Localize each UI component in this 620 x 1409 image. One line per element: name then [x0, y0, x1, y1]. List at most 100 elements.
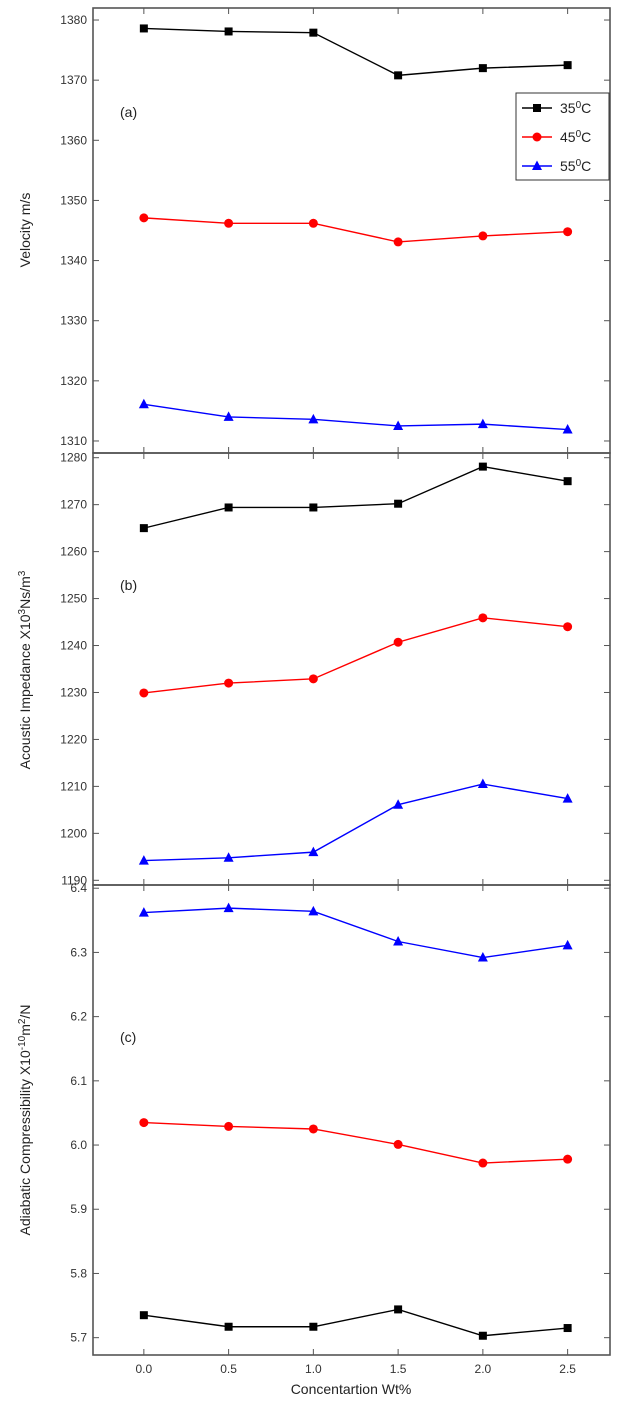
data-point — [224, 218, 234, 228]
series-35⁰C — [139, 24, 572, 80]
y-tick-label: 6.1 — [70, 1074, 87, 1088]
panel-a: 1310 1320 1330 1340 1350 1360 1370 1380 Velocity… — [17, 7, 611, 454]
y-tick-label: 1280 — [60, 451, 87, 465]
data-point — [562, 793, 573, 803]
y-tick-label: 5.8 — [70, 1266, 87, 1280]
data-point — [139, 213, 149, 223]
data-point — [139, 24, 148, 33]
y-tick-label: 1250 — [60, 592, 87, 606]
plot-frame — [92, 452, 611, 886]
data-point — [309, 1322, 318, 1331]
x-tick-label: 0.5 — [220, 1362, 237, 1376]
y-tick-label: 1380 — [60, 13, 87, 27]
y-tick-label: 1360 — [60, 133, 87, 147]
data-point — [308, 905, 319, 916]
y-tick-label: 1320 — [60, 374, 87, 388]
y-tick-label: 1260 — [60, 545, 87, 559]
data-point — [309, 28, 318, 37]
series-35⁰C — [139, 462, 572, 533]
data-point — [563, 61, 572, 70]
data-point — [393, 237, 403, 247]
y-tick-label: 6.3 — [70, 945, 87, 959]
legend-entry-55: 550C — [522, 158, 591, 175]
data-point — [477, 418, 488, 429]
data-point — [393, 1139, 403, 1149]
legend-label: 450C — [560, 129, 591, 146]
data-point — [394, 71, 403, 80]
y-tick-label: 1270 — [60, 498, 87, 512]
y-tick-label: 1350 — [60, 193, 87, 207]
data-point — [563, 1154, 573, 1164]
data-point — [393, 420, 404, 430]
panel-c: 5.7 5.8 5.9 6.0 6.1 6.2 6.3 6.4 Adiabatic Compre… — [17, 881, 611, 1356]
y-axis-title: Velocity m/s — [17, 193, 33, 268]
x-tick-label: 0.0 — [136, 1362, 153, 1376]
y-tick-label: 1210 — [60, 779, 87, 793]
data-point — [308, 413, 319, 424]
data-point — [309, 503, 318, 512]
data-point — [478, 1158, 488, 1168]
data-point — [393, 936, 404, 946]
data-point — [224, 678, 234, 688]
legend-label: 550C — [560, 158, 591, 175]
y-tick-label: 5.7 — [70, 1331, 87, 1345]
data-point — [224, 1322, 233, 1331]
series-line — [143, 217, 568, 243]
y-tick-label: 1330 — [60, 314, 87, 328]
y-tick-label: 1220 — [60, 732, 87, 746]
series-45⁰C — [139, 213, 573, 247]
series-45⁰C — [139, 613, 573, 698]
y-tick-label: 1230 — [60, 685, 87, 699]
data-point — [223, 902, 234, 913]
legend-entry-35: 350C — [522, 100, 591, 116]
data-point — [308, 674, 318, 684]
legend-marker — [533, 104, 541, 112]
series-line — [143, 27, 568, 77]
y-axis-title: Acoustic Impedance X103Ns/m3 — [17, 570, 34, 769]
x-tick-label: 2.5 — [559, 1362, 576, 1376]
data-point — [138, 907, 149, 917]
legend: 350C 450C 550C — [515, 92, 610, 181]
x-tick-label: 1.0 — [305, 1362, 322, 1376]
data-point — [224, 27, 233, 36]
series-55⁰C — [138, 902, 573, 962]
data-point — [478, 613, 488, 623]
y-tick-label: 6.2 — [70, 1010, 87, 1024]
y-tick-label: 1240 — [60, 639, 87, 653]
data-point — [308, 218, 318, 228]
plot-layer: 1310 1320 1330 1340 1350 1360 1370 1380 Velocity… — [17, 7, 611, 1376]
data-point — [563, 1324, 572, 1333]
series-55⁰C — [138, 778, 573, 865]
series-35⁰C — [139, 1305, 572, 1340]
data-point — [393, 637, 403, 647]
data-point — [562, 939, 573, 950]
x-tick-label: 1.5 — [390, 1362, 407, 1376]
data-point — [223, 852, 234, 862]
data-point — [478, 231, 488, 241]
y-tick-label: 1340 — [60, 254, 87, 268]
series-line — [143, 403, 568, 431]
series-line — [143, 907, 568, 959]
plot-frame — [92, 7, 611, 454]
x-tick-label: 2.0 — [475, 1362, 492, 1376]
data-point — [139, 524, 148, 533]
data-point — [477, 952, 488, 962]
data-point — [139, 1311, 148, 1320]
data-point — [563, 477, 572, 486]
y-tick-label: 5.9 — [70, 1202, 87, 1216]
data-point — [139, 688, 149, 698]
y-tick-label: 6.4 — [70, 881, 87, 895]
legend-marker — [532, 132, 542, 142]
data-point — [139, 1118, 149, 1128]
series-45⁰C — [139, 1118, 573, 1168]
panel-b: 1190 1200 1210 1220 1230 1240 1250 1260 1270 1280… — [17, 451, 611, 887]
y-tick-label: 6.0 — [70, 1138, 87, 1152]
plot-frame — [92, 884, 611, 1356]
series-line — [143, 1121, 568, 1164]
data-point — [478, 462, 487, 471]
panel-label: (a) — [120, 104, 137, 120]
series-line — [143, 465, 568, 529]
y-tick-label: 1190 — [61, 873, 87, 887]
y-tick-label: 1310 — [60, 434, 87, 448]
